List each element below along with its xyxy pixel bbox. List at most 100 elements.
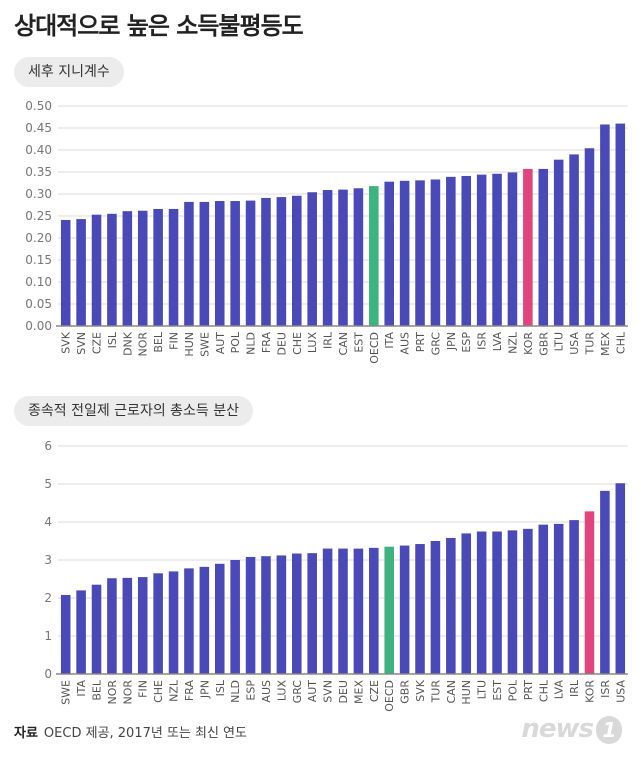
x-tick-label: EST xyxy=(352,332,365,353)
bar-irl xyxy=(322,190,333,326)
bar-lva xyxy=(553,523,564,674)
y-tick-label: 0.20 xyxy=(25,231,52,245)
bar-svn xyxy=(76,219,86,326)
x-tick-label: FRA xyxy=(260,332,273,354)
page-title: 상대적으로 높은 소득불평등도 xyxy=(14,12,304,40)
x-tick-label: CHL xyxy=(537,679,550,702)
bar-mex xyxy=(353,548,364,674)
bar-deu xyxy=(276,197,287,326)
x-tick-label: NLD xyxy=(245,332,258,355)
x-tick-label: POL xyxy=(229,331,242,353)
x-tick-label: NZL xyxy=(168,679,181,702)
x-tick-label: KOR xyxy=(583,680,596,703)
bar-fra xyxy=(261,197,271,326)
bar-ita xyxy=(76,590,86,674)
x-tick-label: JPN xyxy=(445,332,458,351)
x-tick-label: GRC xyxy=(429,332,442,356)
x-tick-label: TUR xyxy=(429,680,442,704)
x-tick-label: SVK xyxy=(60,331,73,354)
bar-tur xyxy=(430,541,441,674)
x-tick-label: AUS xyxy=(260,680,273,703)
x-tick-label: DNK xyxy=(121,331,134,356)
bar-lva xyxy=(492,173,502,326)
x-tick-label: ISL xyxy=(106,331,119,348)
x-tick-label: GBR xyxy=(537,332,550,356)
x-tick-label: NLD xyxy=(229,680,242,703)
bar-nzl xyxy=(507,172,518,326)
bar-ltu xyxy=(553,159,564,326)
bar-esp xyxy=(245,556,256,674)
x-tick-label: HUN xyxy=(183,332,196,357)
bar-nld xyxy=(230,560,240,674)
y-tick-label: 0.30 xyxy=(25,187,52,201)
bar-isl xyxy=(214,563,225,674)
x-tick-label: JPN xyxy=(198,680,211,699)
bar-kor xyxy=(523,168,533,326)
y-tick-label: 6 xyxy=(44,439,52,453)
x-tick-label: TUR xyxy=(583,332,596,356)
source-text: OECD 제공, 2017년 또는 최신 연도 xyxy=(43,726,247,741)
bar-aut xyxy=(307,553,317,674)
chart2-title: 종속적 전일제 근로자의 총소득 분산 xyxy=(14,396,253,426)
y-tick-label: 5 xyxy=(44,477,52,491)
bar-hun xyxy=(184,201,194,326)
x-tick-label: CAN xyxy=(445,680,458,703)
bar-kor xyxy=(584,511,595,674)
bar-swe xyxy=(199,201,210,326)
y-tick-label: 0 xyxy=(44,667,52,681)
x-tick-label: CZE xyxy=(91,332,104,354)
source-note: 자료 OECD 제공, 2017년 또는 최신 연도 xyxy=(14,722,247,741)
x-tick-label: OECD xyxy=(383,680,396,712)
x-tick-label: DEU xyxy=(337,680,350,703)
x-tick-label: PRT xyxy=(414,332,427,352)
bar-nor xyxy=(107,578,117,674)
x-tick-label: LUX xyxy=(275,680,288,702)
bar-cze xyxy=(91,214,102,326)
bar-grc xyxy=(292,553,302,674)
bar-dnk xyxy=(122,211,133,326)
x-tick-label: BEL xyxy=(152,331,165,352)
x-tick-label: BEL xyxy=(91,679,104,700)
bar-lux xyxy=(307,192,317,326)
x-tick-label: ESP xyxy=(460,332,473,353)
x-tick-label: GBR xyxy=(399,680,412,704)
bar-isr xyxy=(600,490,610,674)
y-tick-label: 0.25 xyxy=(25,209,52,223)
x-tick-label: CHE xyxy=(291,332,304,355)
bar-prt xyxy=(415,180,425,326)
x-tick-label: MEX xyxy=(599,332,612,356)
chart1-title: 세후 지니계수 xyxy=(14,57,124,87)
bar-aus xyxy=(399,180,410,326)
bar-bel xyxy=(91,584,102,674)
bar-ltu xyxy=(476,531,487,674)
bar-mex xyxy=(600,124,610,326)
bar-aut xyxy=(214,201,225,326)
x-tick-label: KOR xyxy=(522,332,535,355)
source-label: 자료 xyxy=(14,726,38,741)
x-tick-label: DEU xyxy=(275,332,288,355)
bar-nor xyxy=(137,210,148,326)
bar-cze xyxy=(369,547,379,674)
x-tick-label: LVA xyxy=(491,332,504,352)
bar-svk xyxy=(60,219,71,326)
bar-svn xyxy=(322,548,333,674)
x-tick-label: EST xyxy=(491,680,504,701)
bar-oecd xyxy=(369,186,379,326)
logo-mark: 1 xyxy=(596,715,622,744)
bar-can xyxy=(338,189,348,326)
x-tick-label: ESP xyxy=(245,680,258,701)
bar-deu xyxy=(338,548,348,674)
bar-isl xyxy=(107,213,117,326)
x-tick-label: FIN xyxy=(168,332,181,350)
x-tick-label: CZE xyxy=(368,680,381,702)
bar-swe xyxy=(60,594,71,674)
x-tick-label: POL xyxy=(506,679,519,701)
bar-est xyxy=(492,531,502,674)
bar-prt xyxy=(523,528,533,674)
x-tick-label: NOR xyxy=(106,680,119,705)
x-tick-label: ISL xyxy=(214,679,227,696)
x-tick-label: AUT xyxy=(214,332,227,355)
bar-oecd xyxy=(384,546,394,674)
x-tick-label: SWE xyxy=(198,332,211,357)
